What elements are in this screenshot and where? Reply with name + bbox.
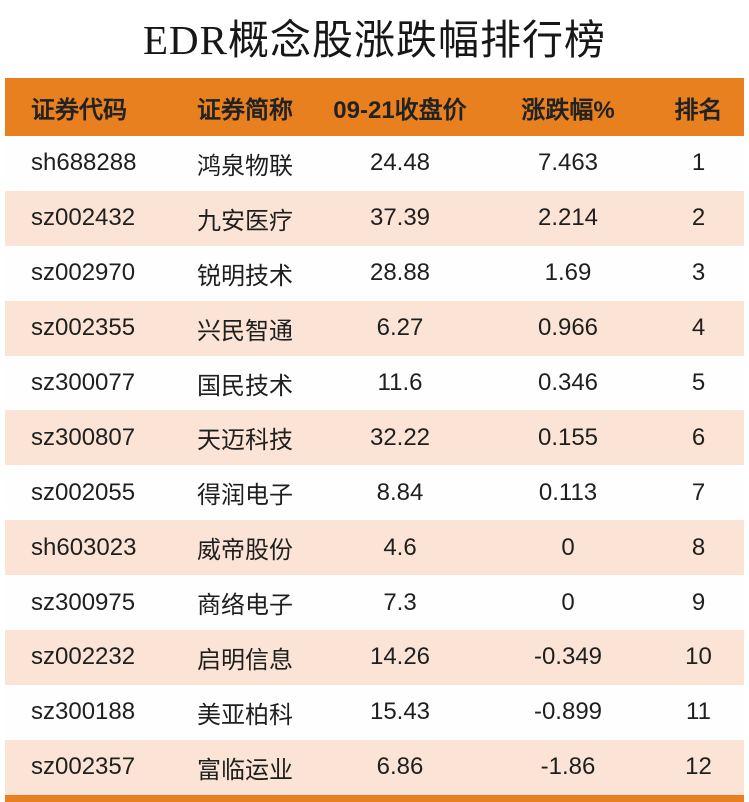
- cell-change-pct: 0.113: [538, 478, 598, 506]
- table-row: sz002055 得润电子 8.84 0.113 7: [5, 465, 744, 521]
- cell-stock-code: sz002232: [31, 643, 136, 671]
- cell-close-price: 14.26: [369, 643, 431, 671]
- cell-stock-name: 天迈科技: [197, 427, 293, 455]
- cell-stock-code: sz002355: [31, 314, 136, 342]
- cell-close-price: 6.86: [376, 753, 424, 781]
- col-header-close-price: 09-21收盘价: [317, 78, 483, 136]
- cell-change-pct: 1.69: [544, 259, 592, 287]
- cell-rank: 9: [691, 588, 706, 616]
- col-header-stock-name: 证券简称: [171, 78, 317, 136]
- cell-rank: 3: [691, 259, 706, 287]
- cell-close-price: 37.39: [369, 204, 431, 232]
- table-row: sz300188 美亚柏科 15.43 -0.899 11: [5, 684, 744, 740]
- table-row: sz002357 富临运业 6.86 -1.86 12: [5, 739, 744, 795]
- footer-accent-bar: [5, 794, 744, 802]
- cell-stock-name: 国民技术: [197, 372, 293, 400]
- cell-change-pct: 7.463: [537, 149, 599, 177]
- cell-rank: 5: [691, 369, 706, 396]
- cell-change-pct: 2.214: [537, 204, 599, 232]
- cell-rank: 1: [691, 149, 706, 177]
- col-header-stock-code: 证券代码: [5, 78, 171, 136]
- cell-rank: 8: [691, 533, 706, 561]
- stock-table: 证券代码 证券简称 09-21收盘价 涨跌幅% 排名 sh688288 鸿泉物联…: [5, 78, 744, 795]
- cell-stock-name: 商络电子: [197, 592, 293, 620]
- cell-rank: 2: [691, 204, 706, 232]
- cell-change-pct: 0.966: [537, 314, 599, 342]
- cell-close-price: 24.48: [369, 149, 431, 177]
- cell-close-price: 8.84: [376, 478, 424, 506]
- table-row: sz002232 启明信息 14.26 -0.349 10: [5, 630, 744, 685]
- cell-rank: 6: [691, 423, 706, 451]
- cell-change-pct: 0.155: [537, 423, 599, 451]
- cell-stock-name: 富临运业: [197, 756, 293, 784]
- cell-change-pct: -0.899: [533, 698, 603, 726]
- cell-close-price: 4.6: [383, 533, 417, 561]
- table-row: sh688288 鸿泉物联 24.48 7.463 1: [5, 136, 744, 191]
- cell-close-price: 15.43: [369, 698, 431, 726]
- cell-stock-name: 锐明技术: [197, 262, 293, 290]
- cell-stock-name: 启明信息: [197, 646, 293, 674]
- page-title: EDR概念股涨跌幅排行榜: [143, 17, 606, 63]
- cell-change-pct: -0.349: [533, 643, 603, 671]
- cell-stock-code: sz002055: [31, 478, 136, 506]
- table-row: sz300077 国民技术 11.6 0.346 5: [5, 355, 744, 411]
- col-header-change-pct: 涨跌幅%: [483, 78, 653, 136]
- cell-stock-code: sh688288: [31, 149, 137, 177]
- cell-stock-code: sz002432: [31, 204, 136, 232]
- cell-change-pct: -1.86: [540, 753, 596, 781]
- title-bar: EDR概念股涨跌幅排行榜: [0, 0, 749, 78]
- ranking-table: 证券代码 证券简称 09-21收盘价 涨跌幅% 排名 sh688288 鸿泉物联…: [5, 78, 744, 802]
- cell-close-price: 7.3: [383, 588, 417, 616]
- cell-close-price: 28.88: [369, 259, 431, 287]
- cell-stock-code: sz300188: [31, 698, 136, 726]
- table-row: sz300807 天迈科技 32.22 0.155 6: [5, 410, 744, 466]
- cell-rank: 7: [691, 478, 706, 506]
- cell-change-pct: 0: [561, 533, 575, 561]
- cell-stock-code: sz300975: [31, 588, 136, 616]
- cell-stock-name: 兴民智通: [197, 317, 293, 345]
- cell-stock-code: sz002970: [31, 259, 136, 287]
- cell-rank: 12: [685, 753, 712, 781]
- table-row: sh603023 威帝股份 4.6 0 8: [5, 520, 744, 576]
- cell-stock-name: 九安医疗: [197, 207, 293, 235]
- cell-stock-name: 威帝股份: [197, 537, 293, 565]
- cell-stock-code: sz300807: [31, 423, 136, 451]
- cell-stock-name: 美亚柏科: [197, 701, 293, 729]
- cell-rank: 11: [686, 698, 711, 726]
- cell-change-pct: 0.346: [537, 369, 599, 396]
- cell-stock-code: sh603023: [31, 533, 137, 561]
- cell-stock-name: 得润电子: [197, 482, 293, 510]
- col-header-rank: 排名: [653, 78, 744, 136]
- cell-close-price: 6.27: [376, 314, 424, 342]
- cell-stock-code: sz300077: [31, 369, 136, 396]
- cell-change-pct: 0: [561, 588, 575, 616]
- table-row: sz002432 九安医疗 37.39 2.214 2: [5, 190, 744, 246]
- cell-rank: 10: [685, 643, 712, 671]
- table-row: sz300975 商络电子 7.3 0 9: [5, 575, 744, 631]
- cell-stock-name: 鸿泉物联: [197, 152, 293, 180]
- cell-rank: 4: [691, 314, 706, 342]
- table-row: sz002355 兴民智通 6.27 0.966 4: [5, 300, 744, 356]
- table-row: sz002970 锐明技术 28.88 1.69 3: [5, 245, 744, 301]
- table-header-row: 证券代码 证券简称 09-21收盘价 涨跌幅% 排名: [5, 78, 744, 136]
- cell-stock-code: sz002357: [31, 753, 136, 781]
- cell-close-price: 32.22: [369, 423, 431, 451]
- cell-close-price: 11.6: [377, 369, 423, 396]
